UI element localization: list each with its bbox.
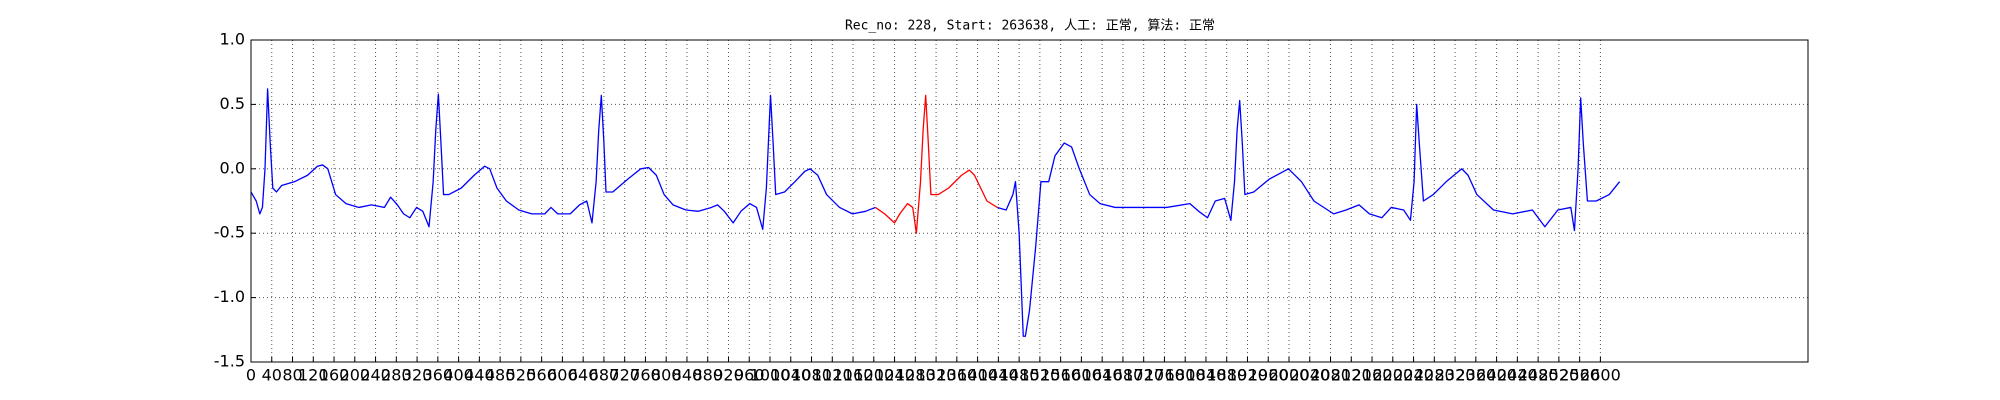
x-tick-label: 200 [340, 366, 371, 385]
x-tick-label: 280 [381, 366, 412, 385]
x-tick-label: 40 [262, 366, 282, 385]
x-tick-label: 320 [402, 366, 433, 385]
x-tick-label: 2120 [1331, 366, 1372, 385]
x-tick-label: 1120 [812, 366, 853, 385]
x-tick-label: 2280 [1414, 366, 1455, 385]
x-tick-label: 2360 [1455, 366, 1496, 385]
x-tick-label: 2040 [1289, 366, 1330, 385]
x-tick-label: 440 [464, 366, 495, 385]
x-tick-label: 800 [651, 366, 682, 385]
x-tick-label: 2520 [1539, 366, 1580, 385]
x-tick-label: 400 [443, 366, 474, 385]
x-tick-label: 1800 [1165, 366, 1206, 385]
x-tick-label: 2200 [1372, 366, 1413, 385]
x-tick-label: 2600 [1580, 366, 1621, 385]
x-tick-label: 1440 [978, 366, 1019, 385]
y-tick-label: 0.5 [220, 94, 245, 113]
x-tick-label: 960 [734, 366, 765, 385]
chart-title: Rec_no: 228, Start: 263638, 人工: 正常, 算法: … [845, 19, 1215, 34]
x-tick-label: 240 [360, 366, 391, 385]
x-tick-label: 1160 [833, 366, 874, 385]
x-tick-label: 2320 [1435, 366, 1476, 385]
x-tick-label: 1280 [895, 366, 936, 385]
x-tick-label: 680 [589, 366, 620, 385]
x-tick-label: 2000 [1269, 366, 1310, 385]
x-tick-label: 1760 [1144, 366, 1185, 385]
x-tick-label: 920 [713, 366, 744, 385]
x-tick-label: 2160 [1352, 366, 1393, 385]
plot-frame [250, 39, 1809, 363]
y-tick-label: 1.0 [220, 30, 245, 49]
x-tick-label: 1320 [916, 366, 957, 385]
line-series [874, 94, 998, 234]
x-tick-label: 2560 [1559, 366, 1600, 385]
x-tick-label: 1920 [1227, 366, 1268, 385]
x-tick-label: 880 [692, 366, 723, 385]
x-tick-label: 2440 [1497, 366, 1538, 385]
x-tick-label: 480 [485, 366, 516, 385]
x-tick-label: 1000 [750, 366, 791, 385]
x-tick-label: 640 [568, 366, 599, 385]
y-tick-label: -1.0 [214, 287, 245, 306]
x-tick-label: 2080 [1310, 366, 1351, 385]
y-tick-label: -0.5 [214, 223, 245, 242]
line-series [250, 88, 1621, 337]
x-tick-label: 2240 [1393, 366, 1434, 385]
x-tick-label: 1560 [1040, 366, 1081, 385]
x-tick-label: 2400 [1476, 366, 1517, 385]
x-tick-label: 1600 [1061, 366, 1102, 385]
x-tick-label: 1960 [1248, 366, 1289, 385]
x-tick-label: 1200 [853, 366, 894, 385]
x-tick-label: 0 [246, 366, 256, 385]
x-tick-label: 1240 [874, 366, 915, 385]
x-tick-label: 720 [609, 366, 640, 385]
x-tick-label: 1040 [770, 366, 811, 385]
x-tick-label: 1400 [957, 366, 998, 385]
x-tick-label: 1640 [1082, 366, 1123, 385]
x-tick-label: 80 [282, 366, 302, 385]
x-tick-label: 1720 [1123, 366, 1164, 385]
x-tick-label: 1880 [1206, 366, 1247, 385]
x-tick-label: 360 [423, 366, 454, 385]
x-tick-label: 1840 [1186, 366, 1227, 385]
x-tick-label: 1520 [1020, 366, 1061, 385]
x-tick-label: 1360 [936, 366, 977, 385]
y-tick-label: -1.5 [214, 352, 245, 371]
x-tick-label: 520 [506, 366, 537, 385]
x-tick-label: 760 [630, 366, 661, 385]
x-tick-label: 2480 [1518, 366, 1559, 385]
x-tick-label: 560 [526, 366, 557, 385]
x-tick-label: 120 [298, 366, 329, 385]
x-tick-label: 600 [547, 366, 578, 385]
x-tick-label: 1680 [1103, 366, 1144, 385]
x-tick-label: 160 [319, 366, 350, 385]
y-tick-label: 0.0 [220, 158, 245, 177]
x-tick-label: 1480 [999, 366, 1040, 385]
x-tick-label: 1080 [791, 366, 832, 385]
x-tick-label: 840 [672, 366, 703, 385]
